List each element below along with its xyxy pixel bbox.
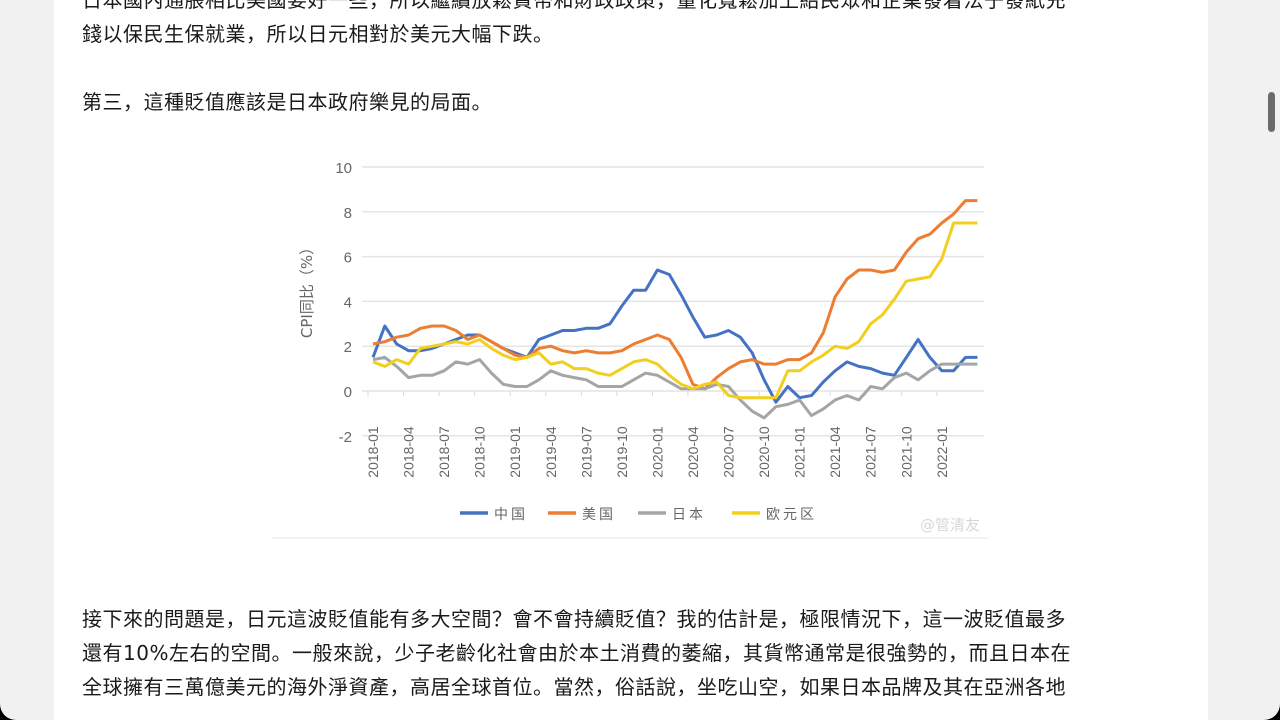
series-line [372, 355, 978, 420]
y-tick-label: 4 [344, 294, 352, 311]
x-tick-label: 2018-04 [401, 426, 417, 478]
x-tick-label: 2020-07 [721, 426, 737, 478]
x-tick-label: 2021-07 [863, 426, 879, 478]
x-tick-label: 2020-01 [649, 426, 665, 478]
y-tick-label: 8 [344, 205, 352, 222]
x-tick-label: 2020-04 [685, 426, 701, 478]
series-line [371, 268, 978, 404]
text-line: 全球擁有三萬億美元的海外淨資產，高居全球首位。當然，俗話說，坐吃山空，如果日本品… [82, 675, 1066, 699]
y-tick-label: 6 [344, 250, 352, 267]
paragraph-third-point: 第三，這種貶值應該是日本政府樂見的局面。 [82, 85, 492, 119]
x-tick-label: 2019-07 [578, 426, 594, 478]
paragraph-depreciation-outlook: 接下來的問題是，日元這波貶值能有多大空間？會不會持續貶值？我的估計是，極限情況下… [82, 602, 1071, 704]
text-line: 接下來的問題是，日元這波貶值能有多大空間？會不會持續貶值？我的估計是，極限情況下… [82, 607, 1066, 631]
x-tick-label: 2019-10 [614, 426, 630, 478]
text-line: 日本國內通脹相比美國要好一些，所以繼續放鬆貨幣和財政政策，量化寬鬆加上給民眾和企… [82, 0, 1066, 12]
x-tick-label: 2021-10 [898, 426, 914, 478]
x-tick-label: 2022-01 [934, 426, 950, 478]
x-tick-label: 2018-10 [472, 426, 488, 478]
y-tick-label: 0 [344, 384, 352, 401]
legend-label: 欧元区 [766, 507, 817, 523]
article-page: 日本國內通脹相比美國要好一些，所以繼續放鬆貨幣和財政政策，量化寬鬆加上給民眾和企… [54, 0, 1208, 720]
series-line [372, 221, 978, 400]
legend-label: 美国 [582, 507, 616, 523]
x-tick-label: 2020-10 [756, 426, 772, 478]
y-axis-label: CPI同比（%） [298, 240, 316, 338]
x-tick-label: 2018-01 [365, 426, 381, 478]
legend-label: 中国 [494, 507, 528, 523]
x-tick-label: 2021-01 [792, 426, 808, 478]
y-tick-label: -2 [339, 429, 352, 446]
x-tick-label: 2021-04 [827, 426, 843, 478]
watermark: @管清友 [920, 516, 980, 534]
paragraph-currency-policy: 日本國內通脹相比美國要好一些，所以繼續放鬆貨幣和財政政策，量化寬鬆加上給民眾和企… [82, 0, 1066, 51]
series-line [372, 199, 978, 391]
text-line: 錢以保民生保就業，所以日元相對於美元大幅下跌。 [82, 22, 554, 46]
y-tick-label: 10 [335, 160, 352, 177]
legend-label: 日本 [672, 507, 706, 523]
text-line: 還有10%左右的空間。一般來說，少子老齡化社會由於本土消費的萎縮，其貨幣通常是很… [82, 641, 1071, 665]
cpi-line-chart: 10 8 6 4 2 0 -2 2018-01 2018-04 2018-07 2018-10 201… [272, 160, 988, 539]
x-tick-label: 2019-01 [507, 426, 523, 478]
y-tick-label: 2 [344, 339, 352, 356]
cpi-chart-figure: 10 8 6 4 2 0 -2 2018-01 2018-04 2018-07 2018-10 201… [272, 138, 988, 540]
scrollbar-thumb[interactable] [1268, 92, 1275, 132]
text-line: 第三，這種貶值應該是日本政府樂見的局面。 [82, 90, 492, 114]
x-tick-label: 2018-07 [436, 426, 452, 478]
x-tick-label: 2019-04 [543, 426, 559, 478]
